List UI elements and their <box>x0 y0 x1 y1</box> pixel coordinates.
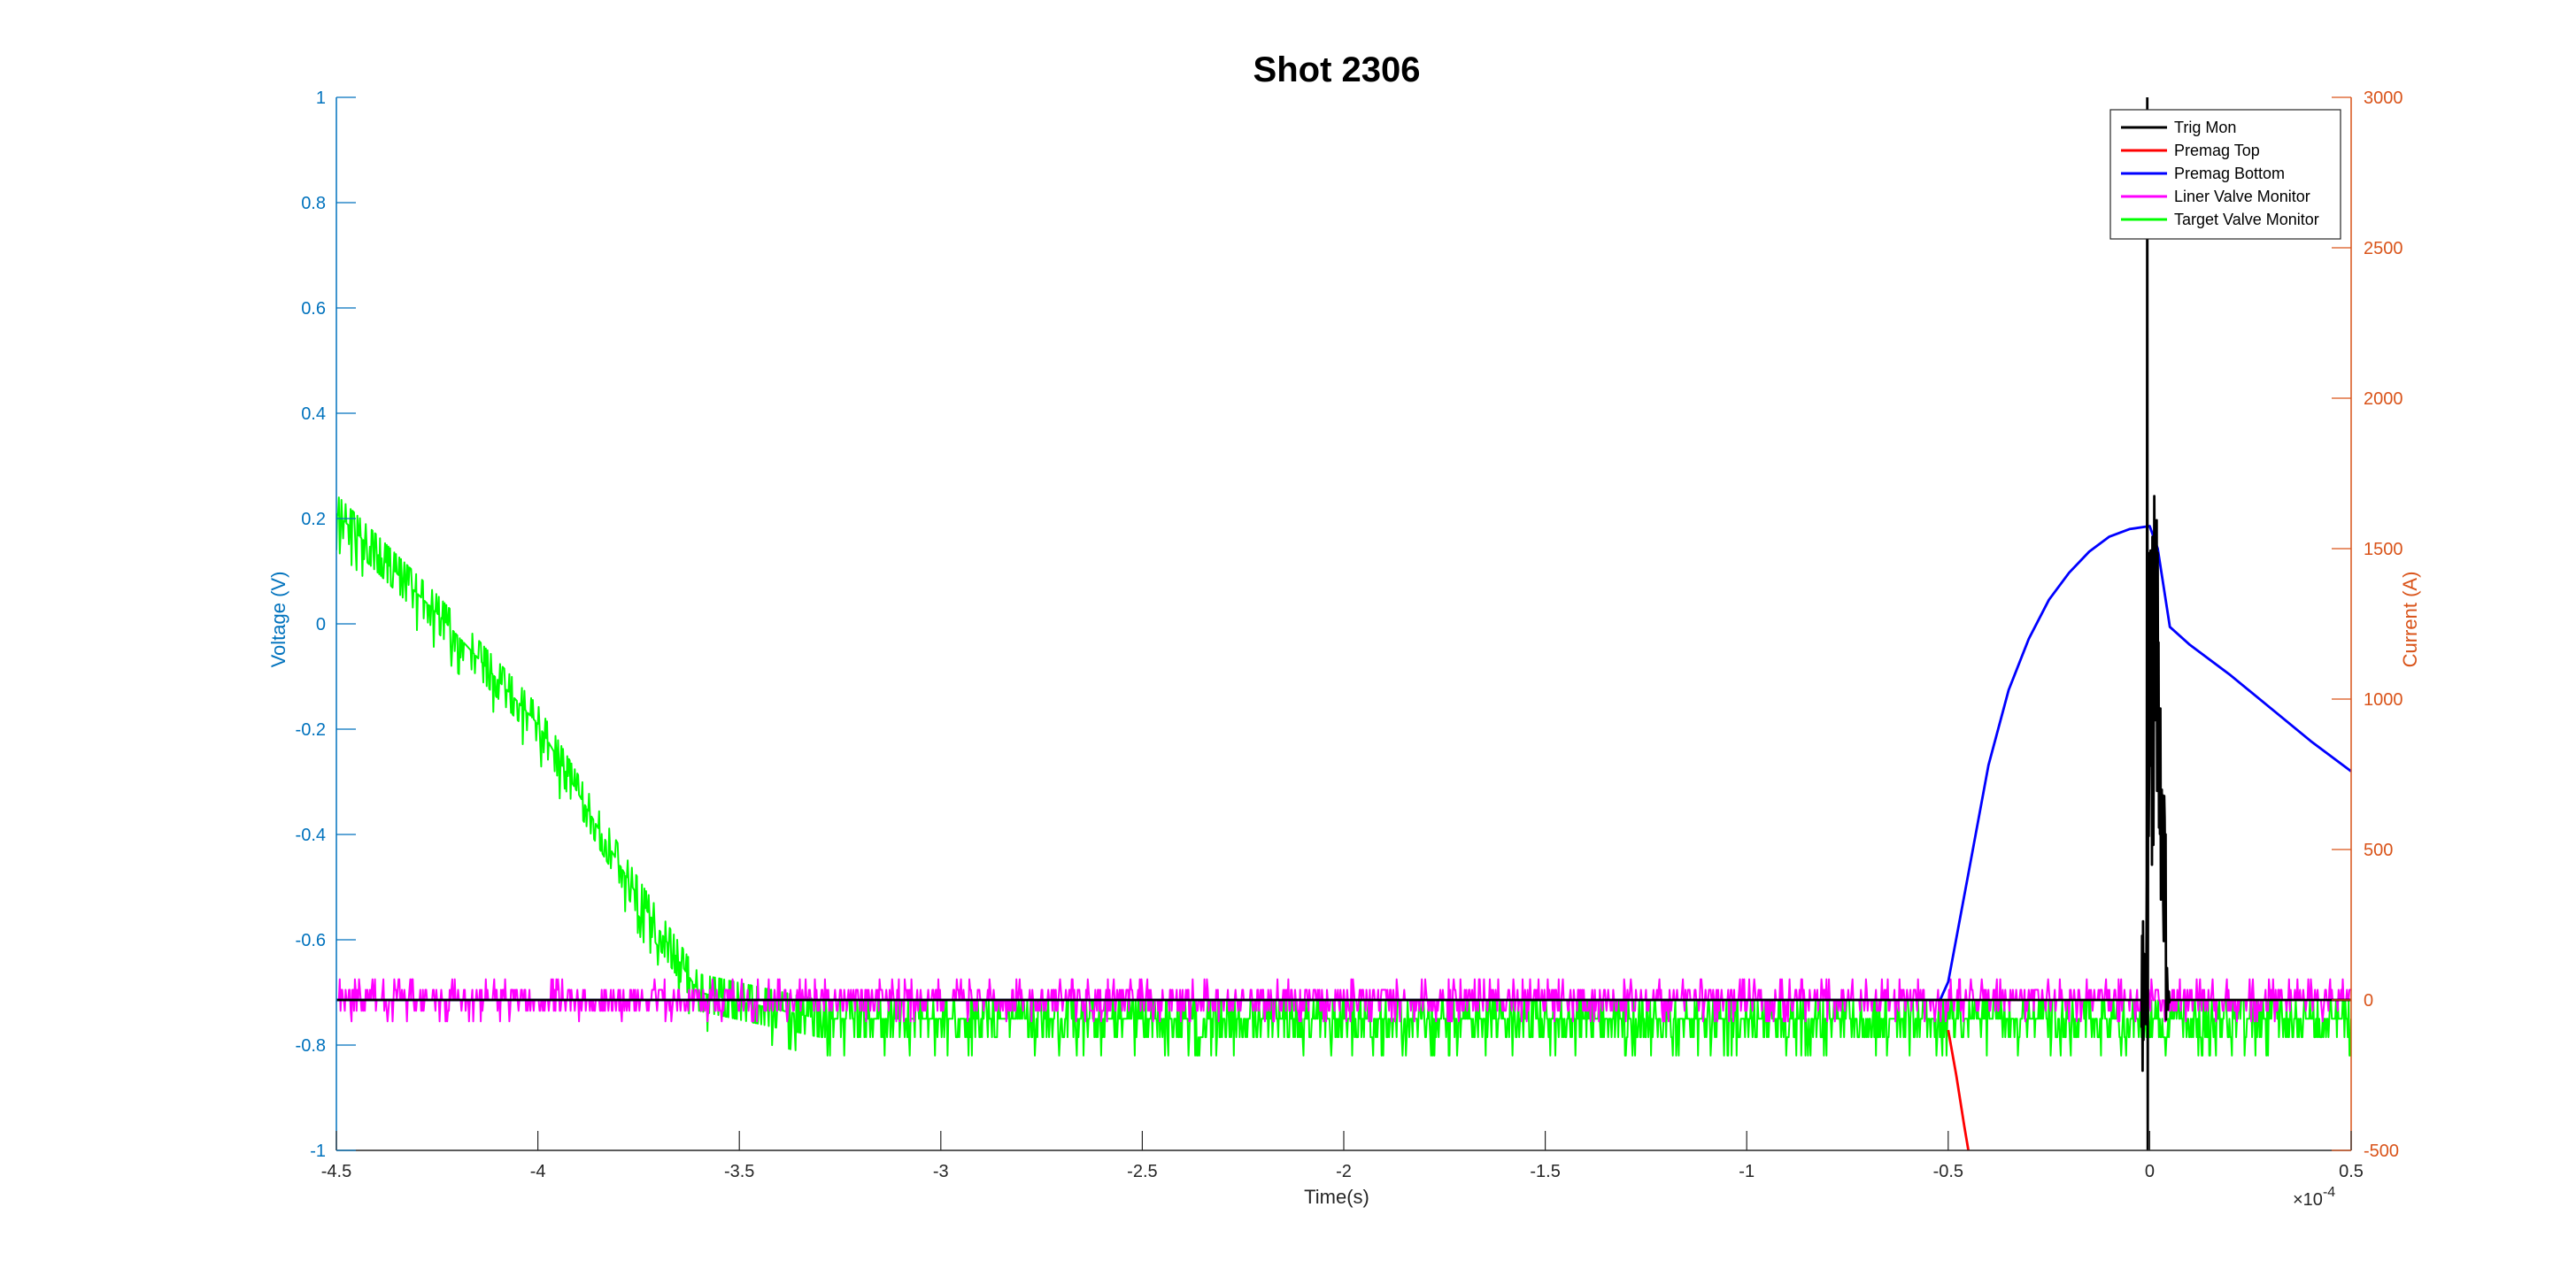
x-exponent-base: ×10 <box>2293 1190 2323 1210</box>
y-right-tick-label: 2000 <box>2364 389 2403 409</box>
x-tick-label: -1.5 <box>1530 1162 1560 1181</box>
series-group <box>336 97 2351 1150</box>
legend-label: Liner Valve Monitor <box>2174 188 2310 205</box>
y-right-tick-label: 2500 <box>2364 239 2403 258</box>
y-left-tick-label: -0.8 <box>296 1036 326 1056</box>
chart-title: Shot 2306 <box>1253 50 1421 89</box>
y-left-tick-label: -1 <box>310 1142 326 1161</box>
legend: Trig Mon Premag Top Premag Bottom Liner Val… <box>2109 109 2341 240</box>
x-tick-label: -1 <box>1739 1162 1755 1181</box>
plot-area <box>336 97 2351 1150</box>
plot-background <box>336 97 2351 1150</box>
series-line-premag-top <box>1947 1029 1970 1150</box>
series-line-target-valve-monitor <box>336 496 2351 1057</box>
series-line-trig-mon <box>336 97 2351 1150</box>
x-tick-label: 0 <box>2145 1162 2155 1181</box>
y-right-tick-label: 500 <box>2364 841 2393 860</box>
y-right-tick-label: 0 <box>2364 991 2373 1011</box>
y-left-tick-label: 0.2 <box>301 510 326 529</box>
series-line-premag-bottom <box>336 525 2351 1002</box>
y-left-tick-label: 0 <box>316 615 326 634</box>
y-right-tick-label: 1500 <box>2364 540 2403 559</box>
y-left-tick-label: 1 <box>316 88 326 108</box>
x-tick-label: -0.5 <box>1933 1162 1963 1181</box>
x-tick-label: 0.5 <box>2339 1162 2364 1181</box>
y-right-tick-label: -500 <box>2364 1142 2399 1161</box>
x-tick-label: -2 <box>1336 1162 1352 1181</box>
y-left-tick-label: 0.8 <box>301 194 326 213</box>
legend-label: Target Valve Monitor <box>2174 211 2319 228</box>
x-axis-label: Time(s) <box>1304 1186 1369 1208</box>
series-layer <box>336 97 2351 1150</box>
x-tick-label: -3 <box>933 1162 949 1181</box>
x-tick-label: -2.5 <box>1127 1162 1157 1181</box>
x-tick-label: -4.5 <box>321 1162 351 1181</box>
legend-label: Premag Top <box>2174 142 2260 159</box>
legend-label: Premag Bottom <box>2174 165 2285 182</box>
y-left-tick-label: -0.6 <box>296 931 326 950</box>
y-right-tick-label: 3000 <box>2364 88 2403 108</box>
x-tick-label: -4 <box>530 1162 546 1181</box>
y-left-tick-label: 0.4 <box>301 404 326 424</box>
y-right-axis-label: Current (A) <box>2399 572 2421 668</box>
axes-layer: -4.5 -4 -3.5 -3 -2.5 -2 -1.5 -1 -0.5 0 0.5 -1 -0.8 -0… <box>296 88 2403 1181</box>
y-left-tick-label: -0.2 <box>296 720 326 740</box>
x-tick-label: -3.5 <box>724 1162 754 1181</box>
y-left-tick-label: 0.6 <box>301 299 326 319</box>
x-exponent-label: ×10-4 <box>2293 1185 2335 1210</box>
legend-label: Trig Mon <box>2174 119 2236 136</box>
y-right-tick-label: 1000 <box>2364 690 2403 710</box>
y-left-tick-label: -0.4 <box>296 826 326 845</box>
x-exponent-power: -4 <box>2323 1185 2335 1200</box>
y-left-axis-label: Voltage (V) <box>267 572 289 668</box>
